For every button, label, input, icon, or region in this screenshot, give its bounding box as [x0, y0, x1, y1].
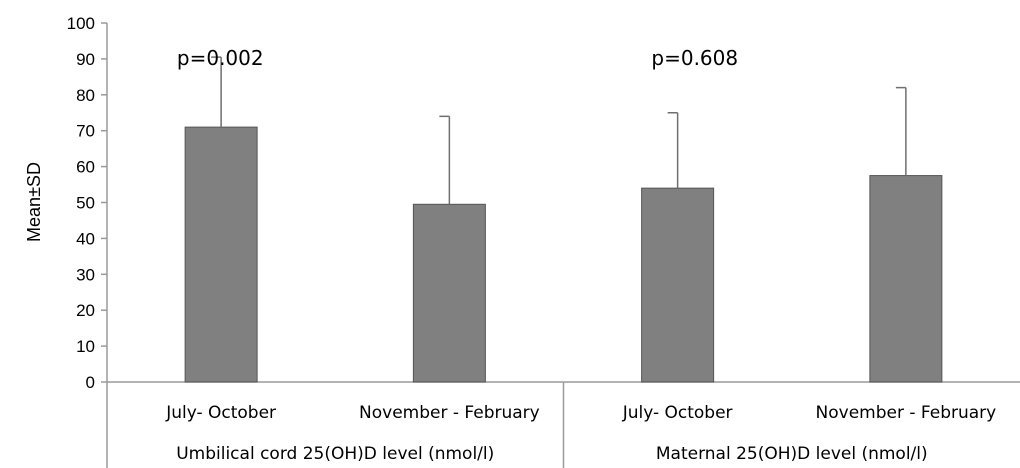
category-label: November - February	[816, 403, 997, 423]
y-axis-label: Mean±SD	[24, 162, 44, 242]
bars-layer	[184, 56, 943, 383]
y-tick-label: 20	[76, 301, 95, 320]
labels-layer: July- October November - February Umbilica…	[165, 46, 996, 464]
bar	[869, 175, 943, 383]
y-tick-label: 50	[76, 194, 95, 213]
y-tick-label: 90	[76, 50, 95, 69]
y-tick-label: 30	[76, 265, 95, 284]
y-tick-label: 70	[76, 122, 95, 141]
category-label: July- October	[622, 403, 733, 423]
y-tick-label: 100	[67, 14, 95, 33]
bar	[412, 203, 486, 383]
p-value-label: p=0.002	[177, 46, 264, 70]
y-tick-label: 60	[76, 158, 95, 177]
p-value-label: p=0.608	[651, 46, 738, 70]
y-axis: 0 10 20 30 40 50 60 70 80 90 100	[67, 14, 1020, 468]
group-label: Maternal 25(OH)D level (nmol/l)	[656, 444, 928, 464]
bar	[184, 126, 258, 383]
y-tick-label: 80	[76, 86, 95, 105]
y-tick-label: 40	[76, 229, 95, 248]
category-label: July- October	[165, 403, 276, 423]
y-tick-label: 10	[76, 337, 95, 356]
y-tick-label: 0	[86, 373, 95, 392]
category-label: November - February	[359, 403, 540, 423]
group-label: Umbilical cord 25(OH)D level (nmol/l)	[176, 444, 494, 464]
bar	[641, 187, 715, 383]
